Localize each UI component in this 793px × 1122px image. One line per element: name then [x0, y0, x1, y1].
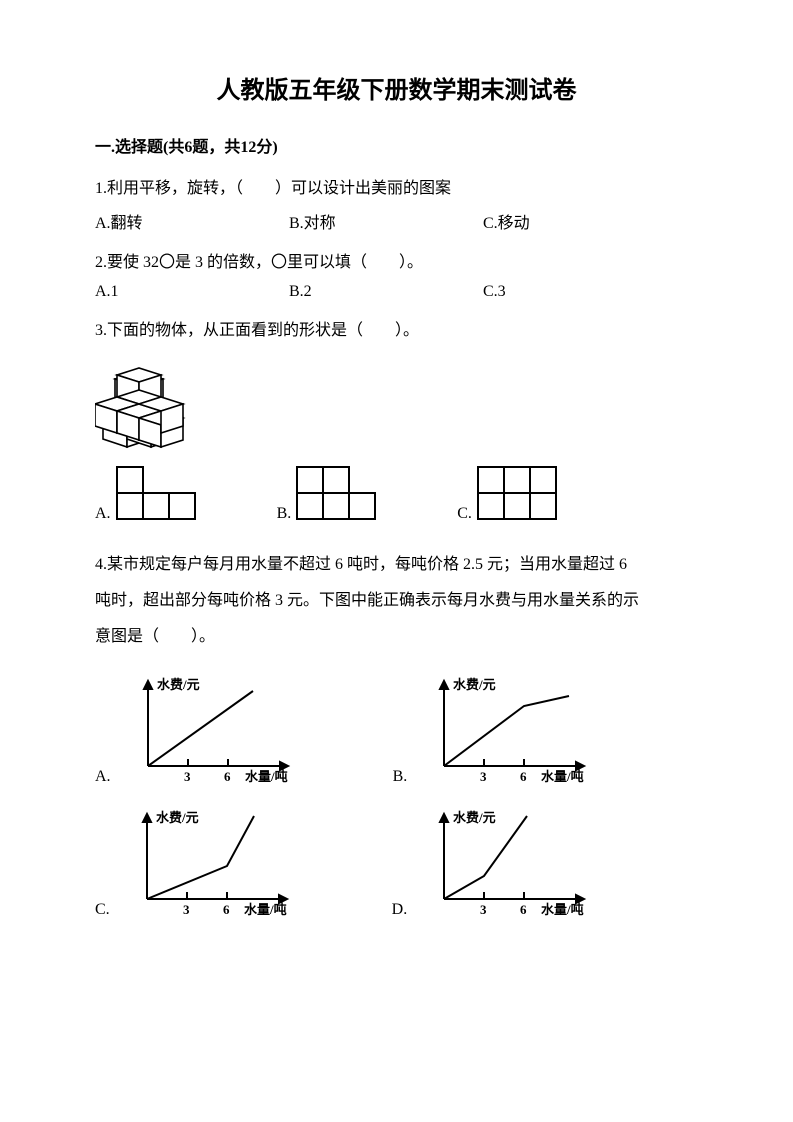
q4-opt-a-label: A. [95, 768, 111, 786]
svg-text:3: 3 [183, 902, 190, 917]
svg-text:水费/元: 水费/元 [157, 677, 200, 692]
q4-text-line2: 吨时，超出部分每吨价格 3 元。下图中能正确表示每月水费与用水量关系的示 [95, 585, 698, 617]
svg-text:水量/吨: 水量/吨 [244, 902, 287, 917]
q3-cube-figure [95, 361, 698, 451]
q4-graph-row-2: C. 水费/元 3 6 水量/吨 D. [95, 804, 698, 919]
q1-opt-c: C.移动 [483, 209, 603, 233]
q3-text: 3.下面的物体，从正面看到的形状是（ ）。 [95, 315, 698, 347]
q1-opt-b: B.对称 [289, 209, 479, 233]
q1-options: A.翻转 B.对称 C.移动 [95, 209, 698, 233]
q2-text: 2.要使 32〇是 3 的倍数，〇里可以填（ ）。 [95, 247, 698, 279]
q3-shape-a-icon [115, 465, 199, 523]
svg-text:3: 3 [480, 769, 487, 784]
section-header: 一.选择题(共6题，共12分) [95, 133, 698, 157]
svg-text:水量/吨: 水量/吨 [541, 769, 584, 784]
q3-opt-a-label: A. [95, 505, 111, 523]
q3-shape-c-icon [476, 465, 560, 523]
svg-text:6: 6 [223, 902, 230, 917]
q1-text: 1.利用平移，旋转，（ ）可以设计出美丽的图案 [95, 173, 698, 205]
q4-graph-c-icon: 水费/元 3 6 水量/吨 [112, 804, 302, 919]
q3-opt-b-label: B. [277, 505, 292, 523]
q4-text-line3: 意图是（ ）。 [95, 621, 698, 653]
q4-graph-d-icon: 水费/元 3 6 水量/吨 [409, 804, 599, 919]
svg-text:3: 3 [184, 769, 191, 784]
q2-opt-a: A.1 [95, 283, 285, 301]
q4-text-line1: 4.某市规定每户每月用水量不超过 6 吨时，每吨价格 2.5 元；当用水量超过 … [95, 549, 698, 581]
q3-opt-c-label: C. [457, 505, 472, 523]
q3-shape-b-icon [295, 465, 379, 523]
q4-opt-c-label: C. [95, 901, 110, 919]
svg-text:水量/吨: 水量/吨 [541, 902, 584, 917]
svg-text:6: 6 [520, 902, 527, 917]
q4-graph-a-icon: 水费/元 3 6 水量/吨 [113, 671, 303, 786]
q4-graph-row-1: A. 水费/元 3 6 水量/吨 B. [95, 671, 698, 786]
svg-text:水费/元: 水费/元 [453, 810, 496, 825]
svg-text:水量/吨: 水量/吨 [245, 769, 288, 784]
svg-text:6: 6 [224, 769, 231, 784]
cube-icon [95, 361, 215, 451]
q4-opt-b-label: B. [393, 768, 408, 786]
q4-opt-d-label: D. [392, 901, 408, 919]
q1-opt-a: A.翻转 [95, 209, 285, 233]
q3-options: A. B. C. [95, 465, 698, 523]
svg-text:6: 6 [520, 769, 527, 784]
q4-graph-b-icon: 水费/元 3 6 水量/吨 [409, 671, 599, 786]
svg-text:水费/元: 水费/元 [453, 677, 496, 692]
page-title: 人教版五年级下册数学期末测试卷 [95, 70, 698, 105]
svg-text:3: 3 [480, 902, 487, 917]
q2-opt-b: B.2 [289, 283, 479, 301]
q2-options: A.1 B.2 C.3 [95, 283, 698, 301]
q2-opt-c: C.3 [483, 283, 603, 301]
svg-text:水费/元: 水费/元 [156, 810, 199, 825]
